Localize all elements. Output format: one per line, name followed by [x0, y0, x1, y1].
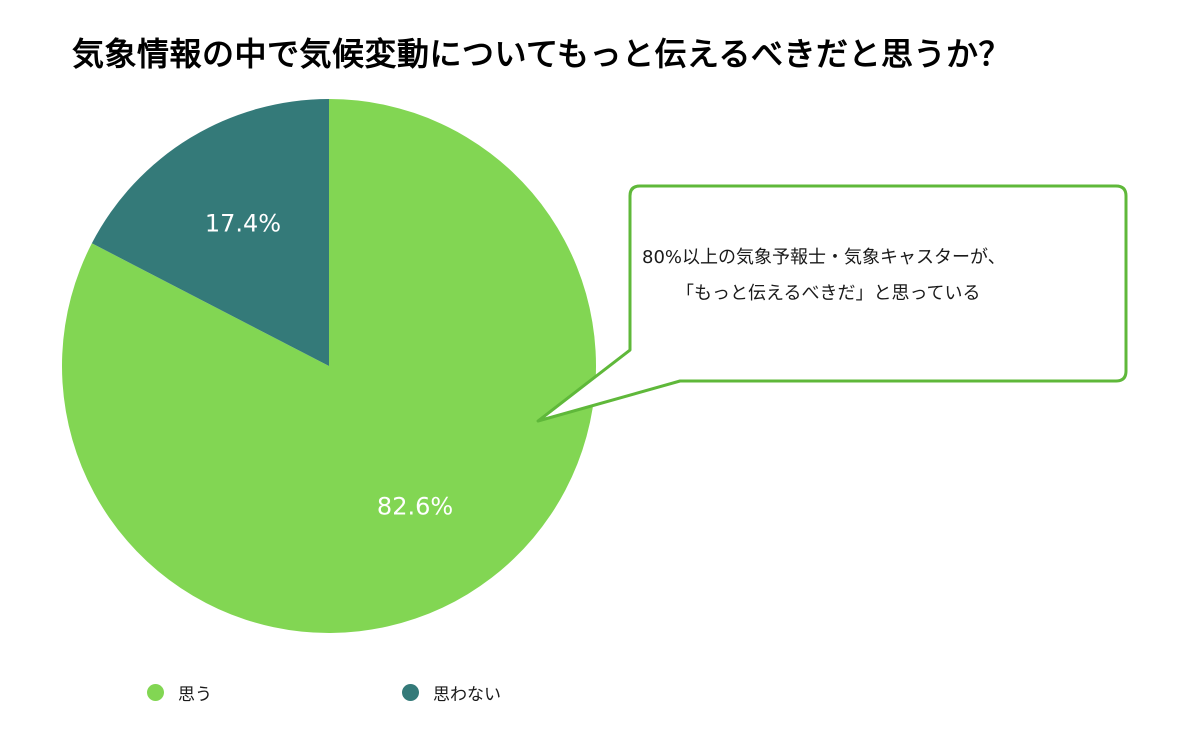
chart-title: 気象情報の中で気候変動についてもっと伝えるべきだと思うか？	[72, 35, 1011, 73]
legend-swatch-agree	[147, 683, 164, 701]
callout-text: 80%以上の気象予報士・気象キャスターが、 「もっと伝えるべきだ」と思っている	[632, 240, 1122, 312]
pie-slice-agree	[61, 99, 596, 633]
legend: 思う 思わない	[0, 678, 1200, 708]
pie-slices	[61, 99, 596, 633]
legend-label-agree: 思う	[178, 684, 212, 705]
legend-item-disagree: 思わない	[402, 678, 501, 706]
callout-line-1: 80%以上の気象予報士・気象キャスターが、	[642, 247, 1006, 268]
data-label-disagree: 17.4%	[205, 210, 281, 238]
legend-item-agree: 思う	[147, 678, 212, 706]
legend-swatch-disagree	[402, 683, 419, 701]
legend-label-disagree: 思わない	[433, 684, 501, 705]
pie-slice-disagree	[91, 99, 329, 366]
callout-line-2: 「もっと伝えるべきだ」と思っている	[676, 283, 981, 304]
callout-bubble	[536, 184, 1128, 423]
pie-data-labels: 82.6% 17.4%	[205, 210, 453, 521]
data-label-agree: 82.6%	[377, 492, 453, 520]
